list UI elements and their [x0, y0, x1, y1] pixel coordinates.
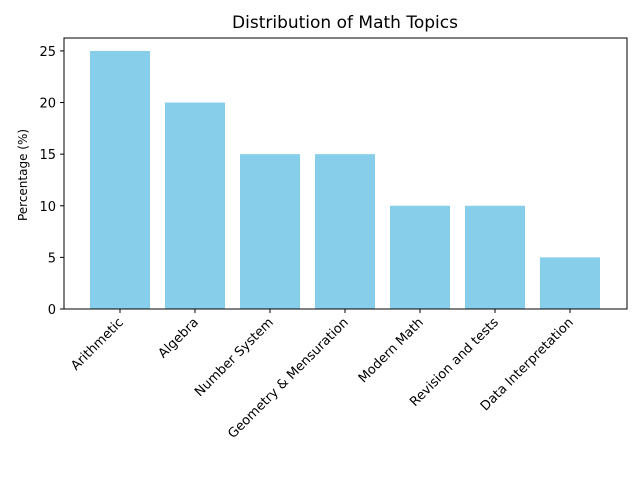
- x-tick-label-4: Modern Math: [356, 315, 427, 386]
- x-tick-label-2: Number System: [192, 315, 277, 400]
- bar-0: [90, 50, 150, 310]
- y-tick-label-4: 20: [39, 97, 56, 112]
- bar-3: [315, 154, 375, 309]
- chart-title: Distribution of Math Topics: [232, 13, 458, 33]
- bar-4: [390, 205, 450, 309]
- bar-5: [465, 205, 525, 309]
- x-tick-label-3: Geometry & Mensuration: [225, 315, 352, 442]
- bars-group: [90, 50, 600, 310]
- y-tick-label-5: 25: [39, 45, 56, 60]
- x-tick-label-1: Algebra: [156, 315, 202, 361]
- bar-1: [165, 102, 225, 310]
- x-tick-label-0: Arithmetic: [68, 315, 126, 373]
- bar-2: [240, 154, 300, 309]
- plot-frame: [63, 37, 628, 310]
- bar-6: [540, 257, 600, 309]
- y-tick-label-3: 15: [39, 148, 56, 163]
- y-ticks-group: 0 5 10 15 20 25: [39, 45, 64, 318]
- y-axis-label: Percentage (%): [16, 129, 30, 221]
- y-tick-label-1: 5: [48, 251, 56, 266]
- y-tick-label-0: 0: [48, 303, 56, 318]
- y-tick-label-2: 10: [39, 200, 56, 215]
